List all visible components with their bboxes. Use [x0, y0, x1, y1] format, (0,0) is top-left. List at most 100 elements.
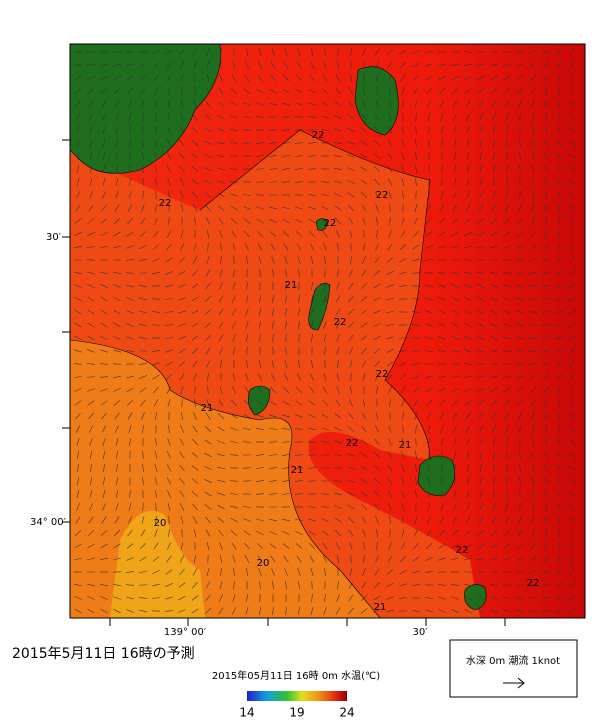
arrow	[530, 386, 536, 394]
arrow	[504, 204, 510, 212]
arrow	[360, 335, 368, 341]
arrow	[555, 48, 563, 56]
arrow	[113, 584, 121, 586]
arrow	[270, 555, 276, 563]
arrow	[490, 349, 498, 353]
arrow	[294, 181, 304, 183]
arrow	[425, 231, 433, 237]
arrow	[258, 607, 262, 615]
arrow	[308, 88, 316, 94]
arrow	[165, 349, 173, 353]
arrow	[375, 74, 379, 82]
arrow	[464, 596, 472, 600]
arrow	[100, 557, 108, 561]
arrow	[178, 595, 186, 601]
arrow	[153, 542, 159, 550]
arrow	[257, 373, 263, 381]
arrow	[76, 451, 80, 459]
arrow	[399, 597, 407, 599]
arrow	[230, 517, 238, 523]
arrow	[308, 218, 316, 224]
arrow	[464, 335, 472, 341]
arrow	[242, 480, 252, 482]
arrow	[323, 321, 327, 329]
arrow	[229, 168, 239, 170]
arrow	[323, 594, 327, 602]
arrow	[295, 141, 303, 145]
arrow	[386, 361, 394, 367]
arrow	[515, 597, 525, 599]
arrow	[518, 100, 522, 108]
arrow	[334, 142, 342, 144]
arrow	[218, 334, 224, 342]
arrow	[168, 515, 170, 525]
arrow	[281, 428, 291, 430]
arrow	[230, 205, 238, 211]
arrow	[153, 386, 159, 394]
arrow	[415, 177, 417, 187]
arrow	[255, 181, 265, 183]
arrow	[113, 529, 121, 537]
arrow	[192, 48, 198, 56]
arrow	[412, 74, 420, 82]
arrow	[75, 412, 81, 420]
arrow	[100, 400, 108, 406]
arrow	[259, 593, 261, 603]
arrow	[100, 296, 108, 302]
arrow	[374, 256, 380, 264]
arrow	[113, 388, 121, 392]
arrow	[556, 152, 562, 160]
arrow	[568, 179, 576, 185]
arrow	[503, 557, 511, 561]
arrow	[374, 360, 380, 368]
arrow	[74, 349, 82, 353]
arrow	[519, 476, 521, 486]
arrow	[285, 294, 287, 304]
arrow	[477, 530, 485, 536]
arrow	[493, 463, 495, 473]
arrow	[373, 582, 381, 588]
arrow	[490, 231, 498, 237]
arrow	[100, 596, 108, 600]
arrow	[348, 412, 354, 420]
arrow	[361, 48, 367, 56]
arrow	[335, 230, 341, 238]
arrow	[348, 607, 354, 615]
arrow	[217, 128, 225, 132]
arrow	[530, 74, 536, 82]
arrow	[113, 608, 121, 614]
arrow	[414, 464, 418, 472]
arrow	[114, 100, 120, 108]
arrow	[425, 245, 433, 249]
arrow	[155, 204, 157, 212]
arrow	[373, 310, 381, 314]
arrow	[243, 518, 251, 522]
legend-text: 水深 0m 潮流 1knot	[466, 654, 560, 667]
arrow	[570, 529, 574, 537]
arrow	[154, 412, 158, 420]
arrow	[438, 557, 446, 561]
arrow	[179, 152, 185, 160]
arrow	[245, 61, 249, 69]
arrow	[269, 466, 277, 470]
arrow	[87, 583, 95, 587]
arrow	[204, 140, 212, 146]
arrow	[426, 529, 432, 537]
arrow	[450, 51, 460, 53]
arrow	[544, 542, 548, 550]
arrow	[414, 152, 418, 160]
arrow	[412, 362, 420, 366]
arrow	[493, 138, 495, 148]
arrow	[439, 100, 445, 108]
arrow	[478, 412, 484, 420]
arrow	[285, 606, 287, 616]
arrow	[555, 310, 563, 314]
arrow	[204, 154, 212, 158]
arrow	[256, 530, 264, 536]
arrow	[245, 308, 249, 316]
arrow	[492, 126, 496, 134]
arrow	[126, 609, 134, 613]
arrow	[243, 102, 251, 106]
arrow	[490, 388, 498, 392]
arrow	[556, 490, 562, 498]
